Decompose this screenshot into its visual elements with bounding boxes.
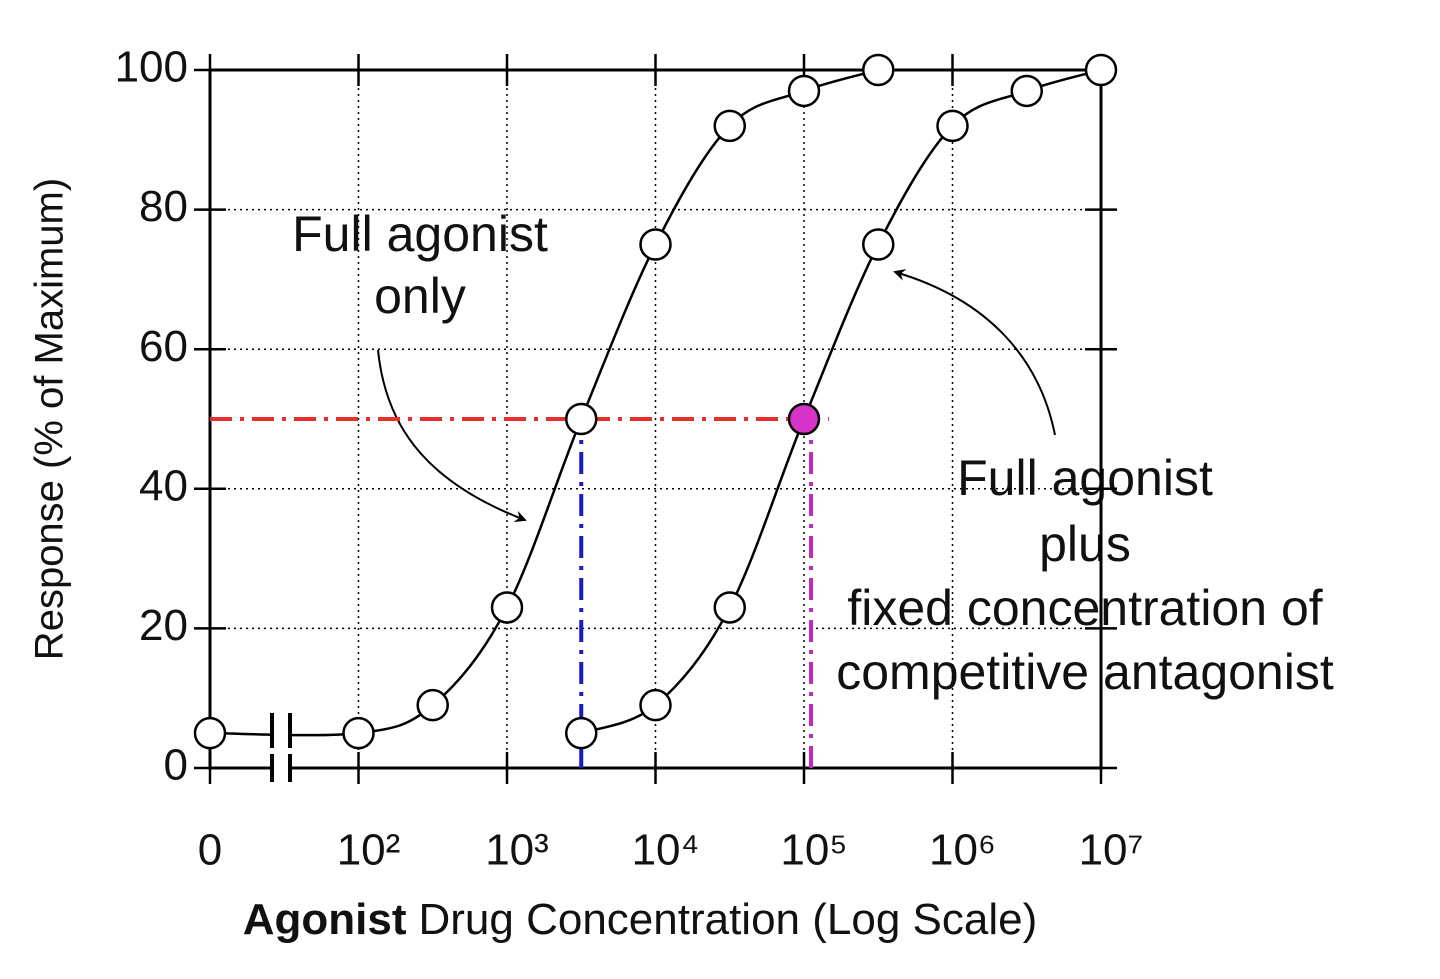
- y-tick-label: 40: [139, 461, 188, 510]
- y-tick-label: 20: [139, 601, 188, 650]
- data-point: [490, 591, 524, 624]
- y-tick-label: 60: [139, 322, 188, 371]
- x-axis-label-bold: Agonist: [243, 895, 407, 944]
- annotation-bg: [288, 206, 552, 263]
- axis-break-gap: [274, 708, 290, 788]
- data-point: [342, 716, 375, 750]
- x-tick-label: 10³: [485, 826, 549, 875]
- y-axis-label: Response (% of Maximum): [28, 178, 72, 660]
- series-line: [580, 68, 1102, 735]
- data-point: [564, 716, 598, 750]
- data-point: [713, 591, 747, 624]
- x-axis-label-rest: Drug Concentration (Log Scale): [418, 895, 1037, 944]
- data-point: [193, 716, 227, 750]
- series-line: [209, 68, 879, 737]
- data-point: [862, 53, 895, 87]
- data-point: [639, 688, 672, 722]
- data-point: [639, 228, 672, 261]
- data-point: [416, 688, 449, 722]
- x-tick-label: 10⁵: [780, 826, 847, 875]
- x-tick-label: 0: [198, 826, 222, 875]
- y-tick-label: 100: [115, 43, 188, 92]
- annotation-text: competitive antagonist: [836, 644, 1334, 700]
- x-tick-label: 10²: [337, 826, 401, 875]
- y-tick-label: 80: [139, 182, 188, 231]
- annotation-text: Full agonist: [957, 450, 1213, 506]
- data-point: [936, 109, 969, 143]
- data-point: [564, 402, 598, 436]
- data-point: [1010, 74, 1043, 108]
- annotations: Full agonist only Full agonist plus fixed co…: [288, 206, 1334, 700]
- data-point: [787, 74, 821, 108]
- annotation-arrow: [377, 349, 527, 523]
- annotation-bg: [370, 268, 470, 325]
- annotation-text: plus: [1039, 516, 1131, 572]
- data-point: [787, 402, 821, 436]
- x-tick-label: 10⁶: [929, 826, 996, 875]
- annotation-arrow: [893, 269, 1056, 436]
- annotation-text: fixed concentration of: [847, 580, 1322, 636]
- annotation-text: Full agonist: [292, 206, 548, 262]
- x-tick-label: 10⁴: [632, 826, 700, 875]
- annotation-text: only: [374, 268, 466, 324]
- data-point: [1084, 53, 1118, 87]
- data-point: [862, 228, 895, 261]
- x-tick-label: 10⁷: [1079, 826, 1144, 875]
- y-tick-label: 0: [164, 741, 188, 790]
- x-axis-label: Agonist Drug Concentration (Log Scale): [243, 895, 1038, 944]
- data-point: [713, 109, 747, 143]
